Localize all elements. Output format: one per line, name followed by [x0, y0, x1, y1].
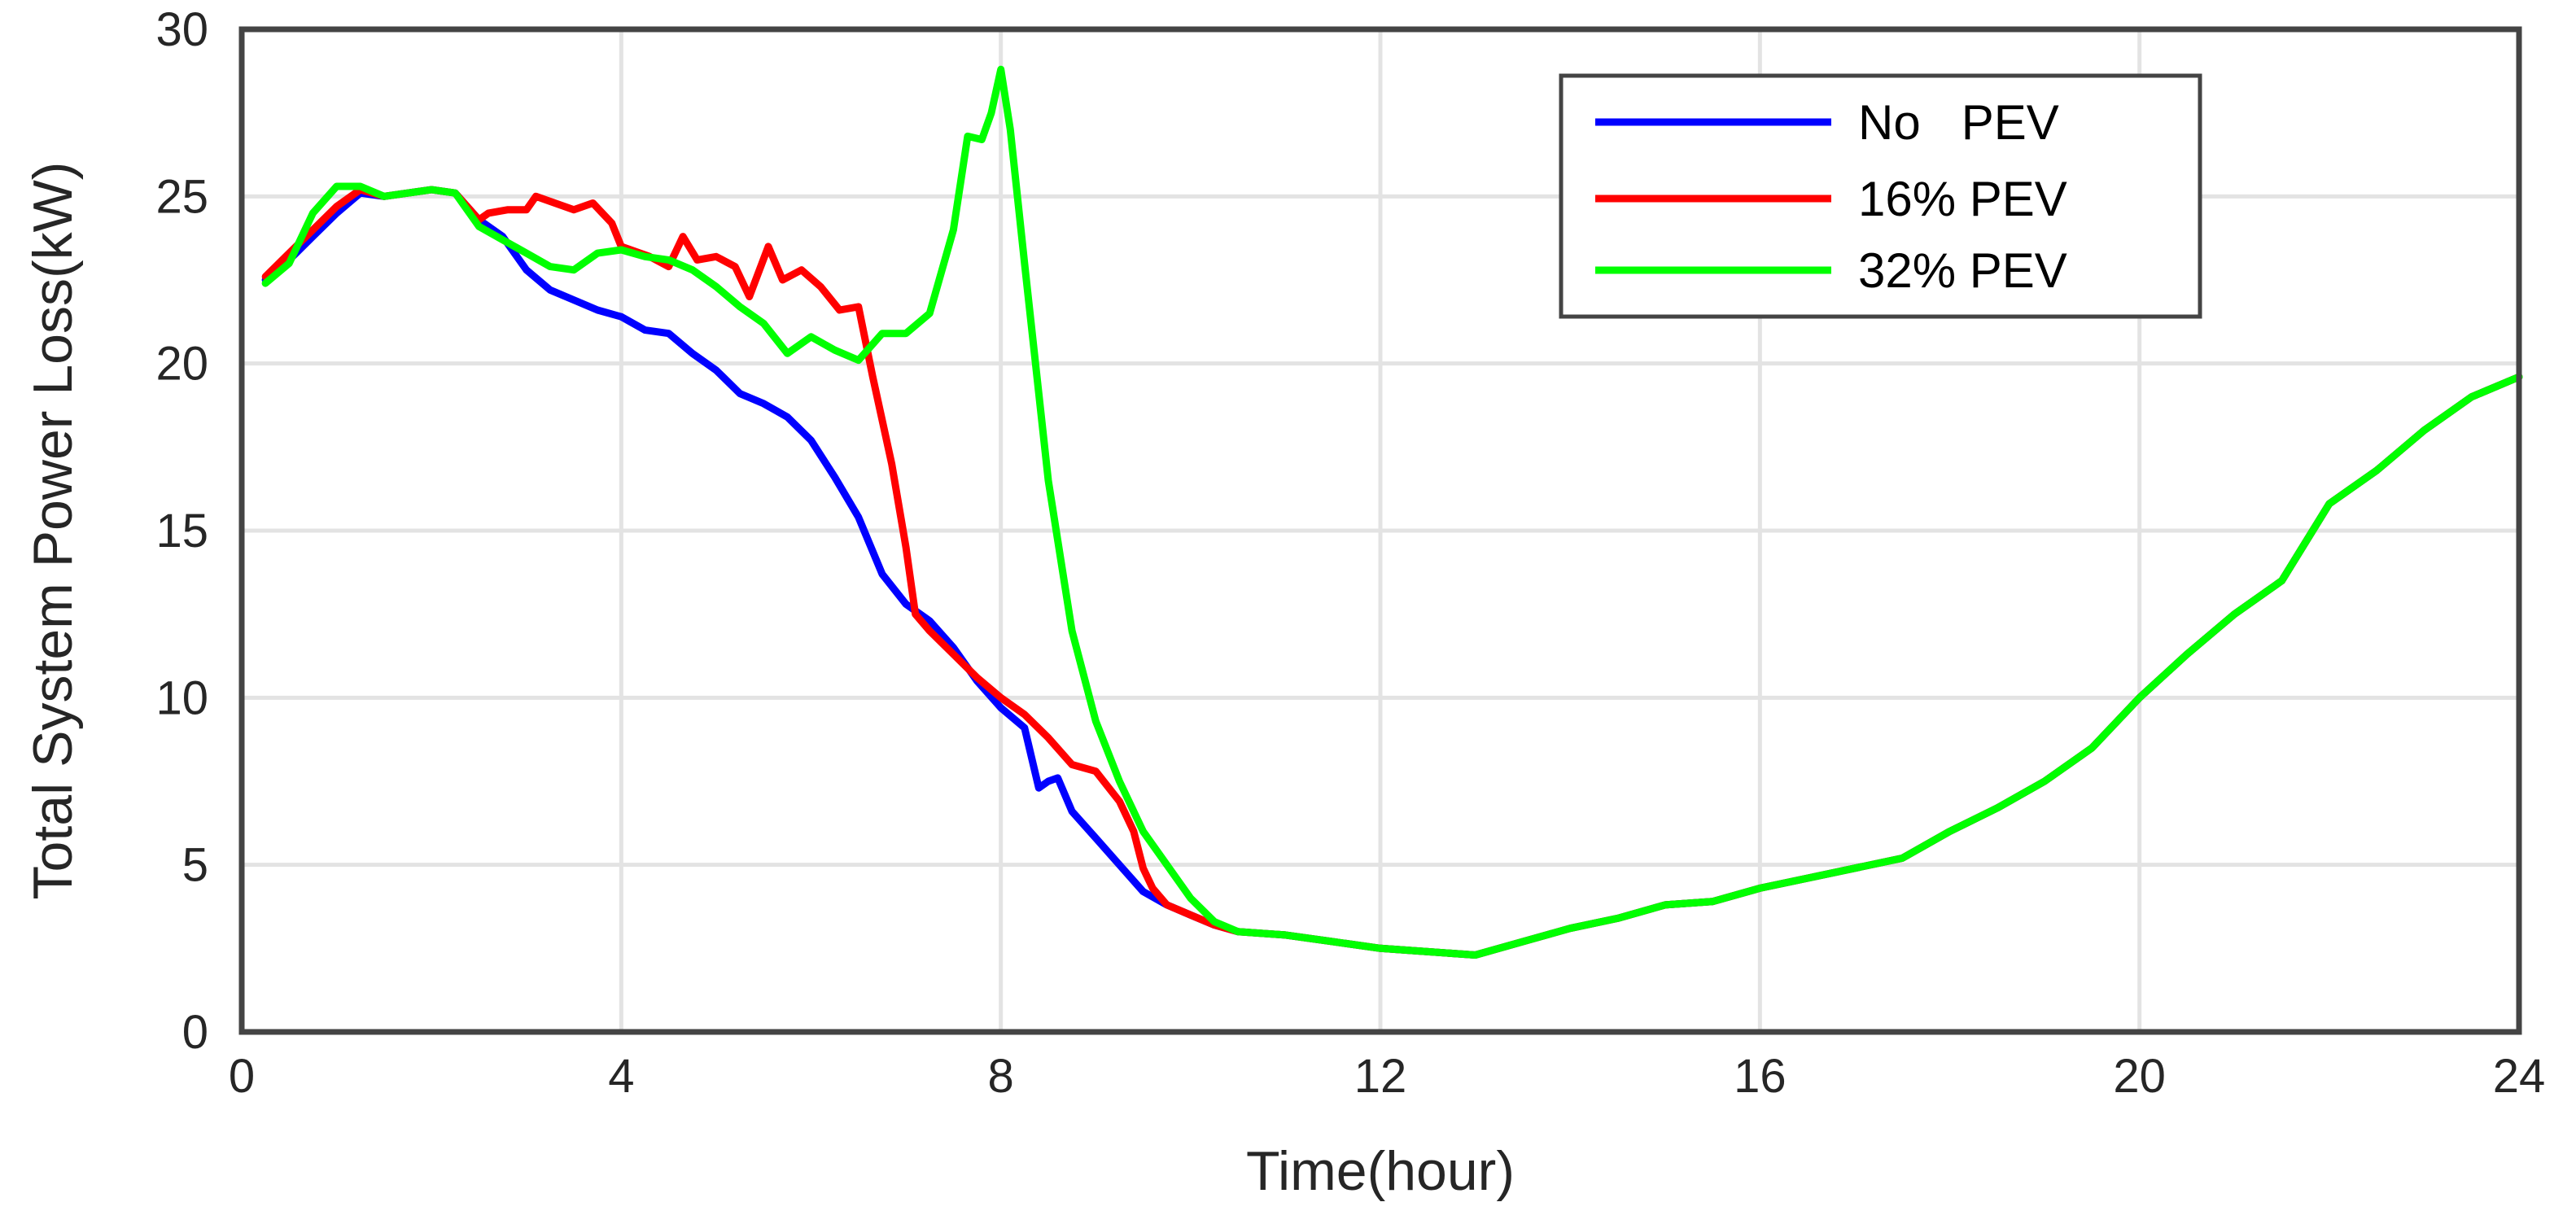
x-axis-title: Time(hour)	[1246, 1140, 1515, 1202]
y-tick-label: 20	[155, 338, 208, 391]
series-lines	[261, 65, 2523, 959]
x-tick-label: 20	[2113, 1050, 2166, 1103]
legend-label-no-pev: No PEV	[1858, 95, 2059, 150]
y-tick-label: 10	[155, 671, 208, 724]
y-tick-label: 30	[155, 3, 208, 56]
legend: No PEV 16% PEV 32% PEV	[1559, 73, 2202, 319]
x-tick-label: 12	[1354, 1050, 1407, 1103]
legend-label-32-pev: 32% PEV	[1858, 243, 2067, 298]
tick-labels: 0 4 8 12 16 20 24 0 5 10 15 20 25 30	[155, 3, 2545, 1103]
legend-label-16-pev: 16% PEV	[1858, 172, 2067, 226]
y-tick-label: 25	[155, 170, 208, 223]
x-tick-label: 8	[988, 1050, 1014, 1103]
plot-frame	[238, 26, 2522, 1035]
series-line-2	[261, 65, 2523, 959]
x-tick-label: 16	[1734, 1050, 1787, 1103]
y-axis-title: Total System Power Loss(kW)	[22, 162, 84, 900]
x-tick-label: 24	[2493, 1050, 2546, 1103]
y-tick-label: 15	[155, 505, 208, 557]
y-tick-label: 0	[182, 1006, 208, 1059]
x-tick-label: 0	[229, 1050, 255, 1103]
y-tick-label: 5	[182, 839, 208, 892]
x-tick-label: 4	[608, 1050, 634, 1103]
